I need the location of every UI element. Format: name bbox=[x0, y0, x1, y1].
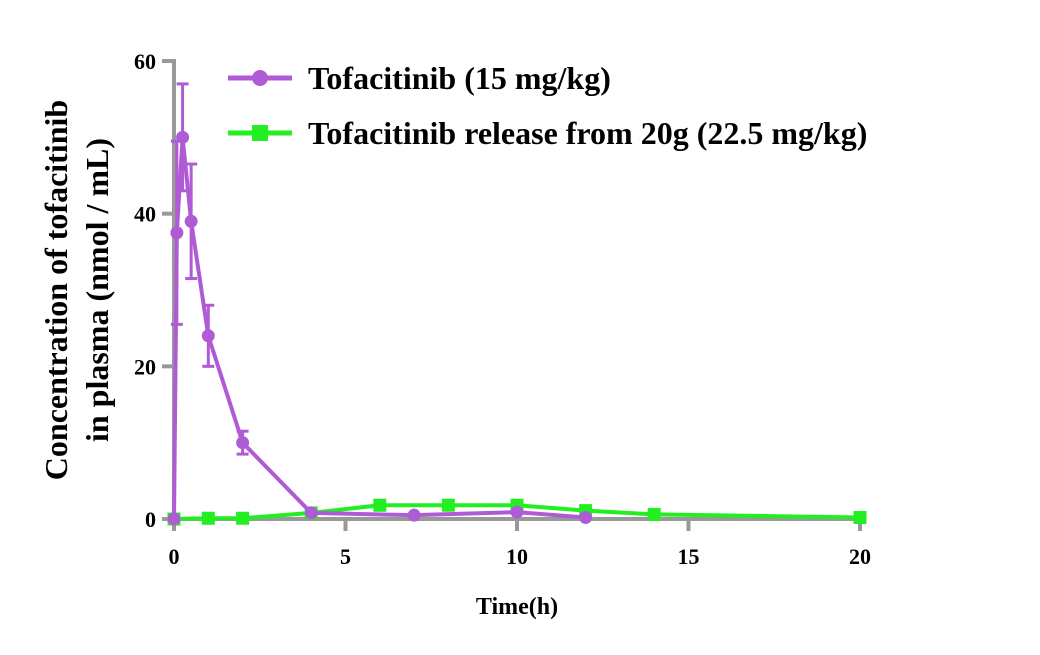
y-axis-title-line1: Concentration of tofacitinib bbox=[38, 100, 74, 480]
y-tick-label: 0 bbox=[145, 507, 156, 532]
series-1 bbox=[167, 82, 593, 526]
data-point bbox=[579, 510, 593, 524]
data-point bbox=[184, 214, 198, 228]
data-point bbox=[236, 436, 250, 450]
data-point bbox=[304, 506, 318, 520]
series-line bbox=[173, 503, 861, 521]
data-point bbox=[170, 226, 184, 240]
data-point bbox=[201, 329, 215, 343]
legend-item-1: Tofacitinib (15 mg/kg) bbox=[228, 60, 611, 96]
data-point bbox=[647, 507, 661, 521]
data-point bbox=[201, 511, 215, 525]
data-point bbox=[853, 510, 867, 524]
data-point bbox=[510, 505, 524, 519]
x-tick-label: 0 bbox=[169, 544, 180, 569]
y-tick-label: 60 bbox=[134, 49, 156, 74]
data-point bbox=[373, 498, 387, 512]
legend-item-2: Tofacitinib release from 20g (22.5 mg/kg… bbox=[228, 115, 867, 151]
series-line bbox=[172, 135, 586, 520]
y-axis-title-line2: in plasma (nmol / mL) bbox=[79, 138, 115, 442]
y-tick-label: 20 bbox=[134, 354, 156, 379]
legend-label: Tofacitinib (15 mg/kg) bbox=[308, 60, 611, 96]
data-point bbox=[441, 498, 455, 512]
x-tick-label: 15 bbox=[678, 544, 700, 569]
y-tick-label: 40 bbox=[134, 202, 156, 227]
ticks: 0 5 10 15 20 0 20 40 60 bbox=[134, 49, 871, 569]
plot-area bbox=[167, 82, 867, 526]
x-tick-label: 20 bbox=[849, 544, 871, 569]
x-tick-label: 10 bbox=[506, 544, 528, 569]
data-point bbox=[236, 511, 250, 525]
data-point bbox=[407, 508, 421, 522]
legend: Tofacitinib (15 mg/kg) Tofacitinib releas… bbox=[228, 60, 867, 151]
x-axis-title: Time(h) bbox=[476, 594, 558, 620]
data-point bbox=[167, 512, 181, 526]
x-tick-label: 5 bbox=[340, 544, 351, 569]
legend-label: Tofacitinib release from 20g (22.5 mg/kg… bbox=[308, 115, 867, 151]
data-point bbox=[176, 130, 190, 144]
legend-marker bbox=[252, 70, 268, 86]
legend-marker bbox=[252, 125, 268, 141]
